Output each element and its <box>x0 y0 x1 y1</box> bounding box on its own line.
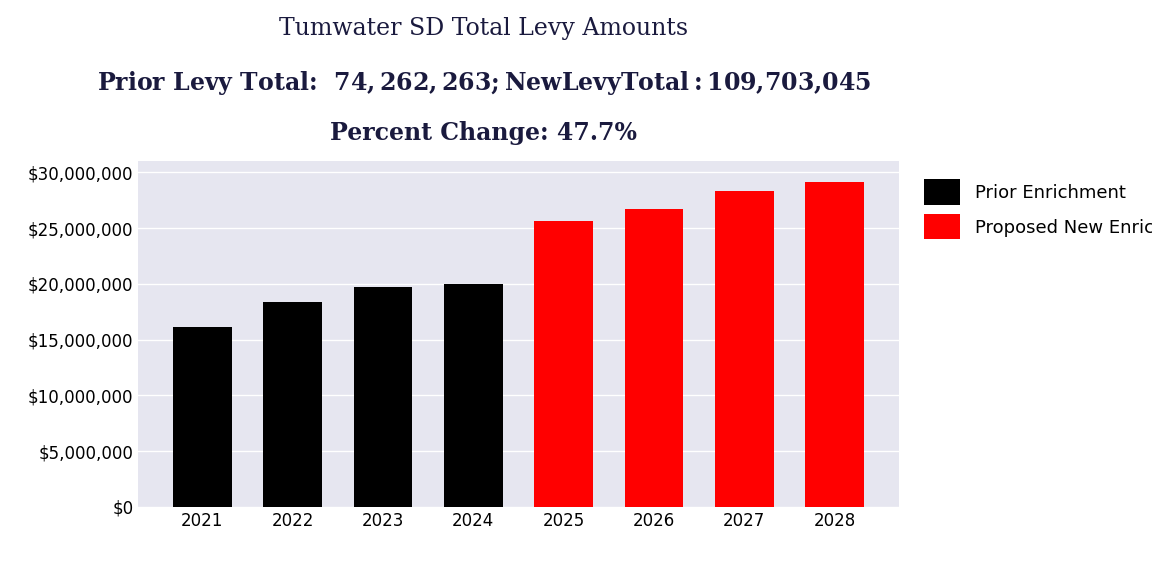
Bar <box>173 327 232 507</box>
Text: Prior Levy Total:  $74,262,263; New Levy Total: $109,703,045: Prior Levy Total: $74,262,263; New Levy … <box>97 69 871 97</box>
Text: Tumwater SD Total Levy Amounts: Tumwater SD Total Levy Amounts <box>279 17 689 40</box>
Bar <box>263 302 321 507</box>
Bar <box>624 209 683 507</box>
Bar <box>444 284 502 507</box>
Bar <box>715 191 774 507</box>
Legend: Prior Enrichment, Proposed New Enrichment: Prior Enrichment, Proposed New Enrichmen… <box>915 170 1152 248</box>
Text: Percent Change: 47.7%: Percent Change: 47.7% <box>331 121 637 145</box>
Bar <box>805 183 864 507</box>
Bar <box>354 287 412 507</box>
Bar <box>535 222 593 507</box>
